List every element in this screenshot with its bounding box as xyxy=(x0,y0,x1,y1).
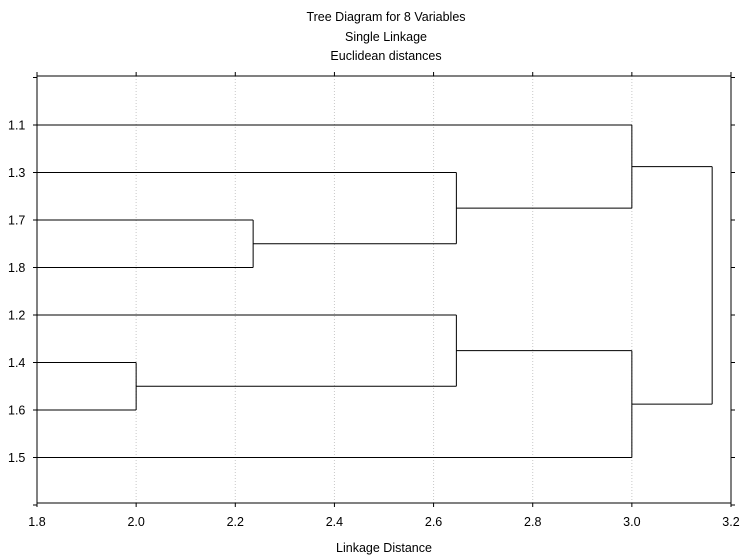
leaf-label-3: 1.8 xyxy=(8,261,25,275)
x-tick-label-5: 2.8 xyxy=(524,515,541,529)
x-axis-label: Linkage Distance xyxy=(336,541,432,555)
x-tick-label-2: 2.2 xyxy=(227,515,244,529)
x-tick-label-4: 2.6 xyxy=(425,515,442,529)
chart-title-line-3: Euclidean distances xyxy=(330,49,441,63)
grid-layer xyxy=(135,76,633,503)
x-tick-label-3: 2.4 xyxy=(326,515,343,529)
leaf-label-4: 1.2 xyxy=(8,309,25,323)
leaf-label-5: 1.4 xyxy=(8,356,25,370)
chart-title-line-1: Tree Diagram for 8 Variables xyxy=(306,10,465,24)
x-tick-label-6: 3.0 xyxy=(623,515,640,529)
x-tick-label-7: 3.2 xyxy=(722,515,739,529)
x-tick-label-1: 2.0 xyxy=(127,515,144,529)
leaf-label-2: 1.7 xyxy=(8,214,25,228)
leaf-label-0: 1.1 xyxy=(8,119,25,133)
leaf-label-7: 1.5 xyxy=(8,451,25,465)
x-tick-label-0: 1.8 xyxy=(28,515,45,529)
ticks-layer: 1.8 2.0 2.2 2.4 2.6 2.8 3.0 3.2 1.1 1.3 1.7 1.8 1.2 1… xyxy=(8,72,740,529)
leaf-label-1: 1.3 xyxy=(8,166,25,180)
leaf-label-6: 1.6 xyxy=(8,404,25,418)
plot-frame xyxy=(36,75,732,504)
chart-title-line-2: Single Linkage xyxy=(345,30,427,44)
tree-layer xyxy=(37,124,713,458)
